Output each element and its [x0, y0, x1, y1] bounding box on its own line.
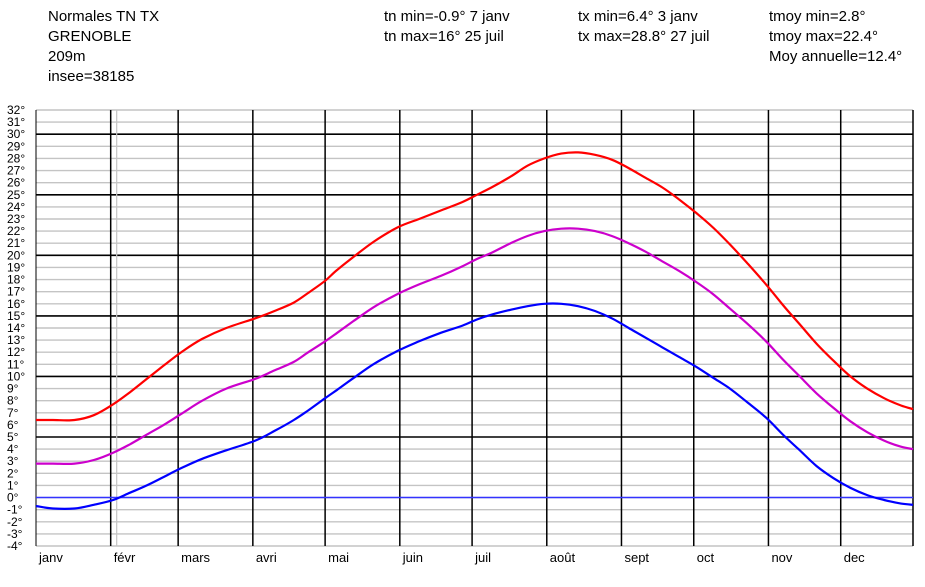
y-tick-label: 9°	[7, 382, 19, 396]
y-tick-label: 12°	[7, 345, 25, 359]
y-tick-label: 11°	[7, 357, 24, 371]
y-tick-label: 26°	[7, 176, 25, 190]
y-tick-label: 1°	[7, 478, 19, 492]
x-tick-label-dec: dec	[844, 550, 865, 565]
x-tick-label-juin: juin	[402, 550, 423, 565]
x-tick-label-oct: oct	[697, 550, 715, 565]
x-tick-label-févr: févr	[114, 550, 136, 565]
y-tick-label: 18°	[7, 273, 25, 287]
tn-max-stat: tn max=16° 25 juil	[384, 28, 504, 45]
station-insee: insee=38185	[48, 68, 135, 85]
y-tick-label: 6°	[7, 418, 19, 432]
chart-title: Normales TN TX	[48, 8, 160, 25]
y-tick-label: 15°	[7, 309, 25, 323]
x-tick-label-juil: juil	[474, 550, 491, 565]
y-tick-label: 2°	[7, 466, 19, 480]
x-tick-label-mars: mars	[181, 550, 210, 565]
tmoy-max-stat: tmoy max=22.4°	[769, 28, 878, 45]
y-tick-label: 20°	[7, 248, 25, 262]
x-tick-label-avri: avri	[256, 550, 277, 565]
y-tick-label: 30°	[7, 127, 25, 141]
y-tick-label: 32°	[7, 103, 25, 117]
tx-max-stat: tx max=28.8° 27 juil	[578, 28, 710, 45]
y-tick-label: 4°	[7, 442, 19, 456]
y-tick-label: 28°	[7, 151, 25, 165]
y-tick-label: 31°	[7, 115, 25, 129]
y-tick-label: 0°	[7, 491, 19, 505]
x-tick-label-sept: sept	[624, 550, 649, 565]
y-tick-label: 27°	[7, 164, 25, 178]
station-altitude: 209m	[48, 48, 86, 65]
y-tick-label: 10°	[7, 369, 25, 383]
x-tick-label-nov: nov	[771, 550, 792, 565]
y-tick-label: -2°	[7, 515, 23, 529]
y-tick-label: 22°	[7, 224, 25, 238]
tx-series-line	[35, 151, 914, 422]
x-tick-label-janv: janv	[38, 550, 63, 565]
y-tick-label: 24°	[7, 200, 25, 214]
y-tick-label: 14°	[7, 321, 25, 335]
y-tick-label: 25°	[7, 188, 25, 202]
y-tick-label: 19°	[7, 260, 25, 274]
y-tick-label: -1°	[7, 503, 23, 517]
y-tick-label: 16°	[7, 297, 25, 311]
tn-min-stat: tn min=-0.9° 7 janv	[384, 8, 510, 25]
x-tick-label-mai: mai	[328, 550, 349, 565]
y-tick-label: 7°	[7, 406, 19, 420]
y-tick-label: 23°	[7, 212, 25, 226]
y-tick-label: -3°	[7, 527, 23, 541]
y-tick-label: -4°	[7, 539, 23, 553]
y-tick-label: 8°	[7, 394, 19, 408]
y-tick-label: 13°	[7, 333, 25, 347]
y-tick-label: 21°	[7, 236, 25, 250]
tmoy-min-stat: tmoy min=2.8°	[769, 8, 866, 25]
y-tick-label: 3°	[7, 454, 19, 468]
tx-min-stat: tx min=6.4° 3 janv	[578, 8, 698, 25]
tn-series-line	[35, 302, 914, 510]
y-tick-label: 5°	[7, 430, 19, 444]
tmoy-series-line	[35, 227, 914, 466]
x-tick-label-août: août	[550, 550, 576, 565]
moy-annuelle-stat: Moy annuelle=12.4°	[769, 48, 903, 65]
y-tick-label: 17°	[7, 285, 25, 299]
y-tick-label: 29°	[7, 139, 25, 153]
station-name: GRENOBLE	[48, 28, 132, 45]
